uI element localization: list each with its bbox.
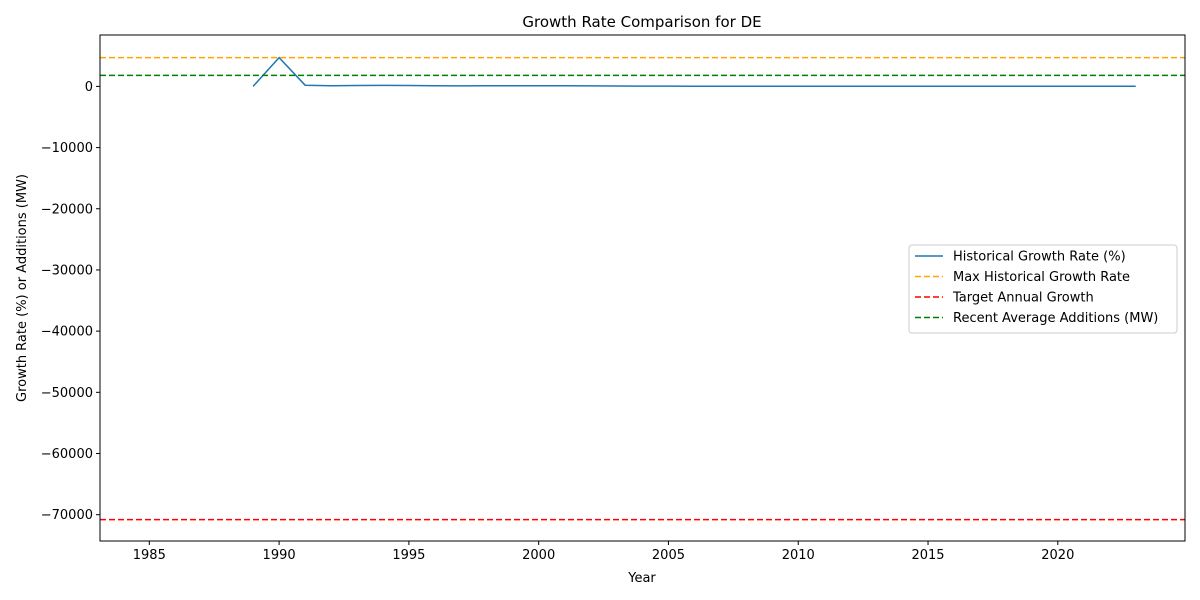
y-tick-label: −40000: [41, 325, 93, 340]
x-tick-label: 2020: [1041, 548, 1074, 563]
x-tick-label: 2000: [522, 548, 555, 563]
chart-title: Growth Rate Comparison for DE: [522, 13, 761, 31]
x-tick-label: 2015: [911, 548, 944, 563]
y-tick-label: −30000: [41, 263, 93, 278]
x-tick-label: 2005: [652, 548, 685, 563]
y-tick-label: −20000: [41, 202, 93, 217]
x-tick-label: 1990: [263, 548, 296, 563]
x-axis-title: Year: [627, 571, 656, 586]
legend-entry-label: Historical Growth Rate (%): [953, 250, 1126, 265]
y-tick-label: −10000: [41, 141, 93, 156]
y-axis-title: Growth Rate (%) or Additions (MW): [15, 174, 30, 402]
y-axis: 0 −10000 −20000 −30000 −40000 −50000 −60000 −70…: [41, 80, 100, 523]
legend-box: [908, 244, 1178, 334]
x-tick-label: 1985: [133, 548, 166, 563]
x-tick-label: 1995: [392, 548, 425, 563]
y-tick-label: −50000: [41, 386, 93, 401]
legend: Historical Growth Rate (%) Max Historical…: [908, 244, 1178, 334]
x-tick-label: 2010: [782, 548, 815, 563]
y-tick-label: −60000: [41, 447, 93, 462]
series-line-historical-growth-rate: [252, 56, 1136, 88]
plot-area: [100, 56, 1185, 521]
legend-entry-label: Max Historical Growth Rate: [953, 270, 1130, 285]
y-tick-label: 0: [85, 80, 93, 95]
y-tick-label: −70000: [41, 508, 93, 523]
legend-entry-label: Recent Average Additions (MW): [953, 311, 1158, 326]
legend-entry-label: Target Annual Growth: [952, 291, 1094, 306]
x-axis: 1985 1990 1995 2000 2005 2010 2015 2020: [133, 541, 1074, 563]
axes-frame: [99, 34, 1186, 542]
